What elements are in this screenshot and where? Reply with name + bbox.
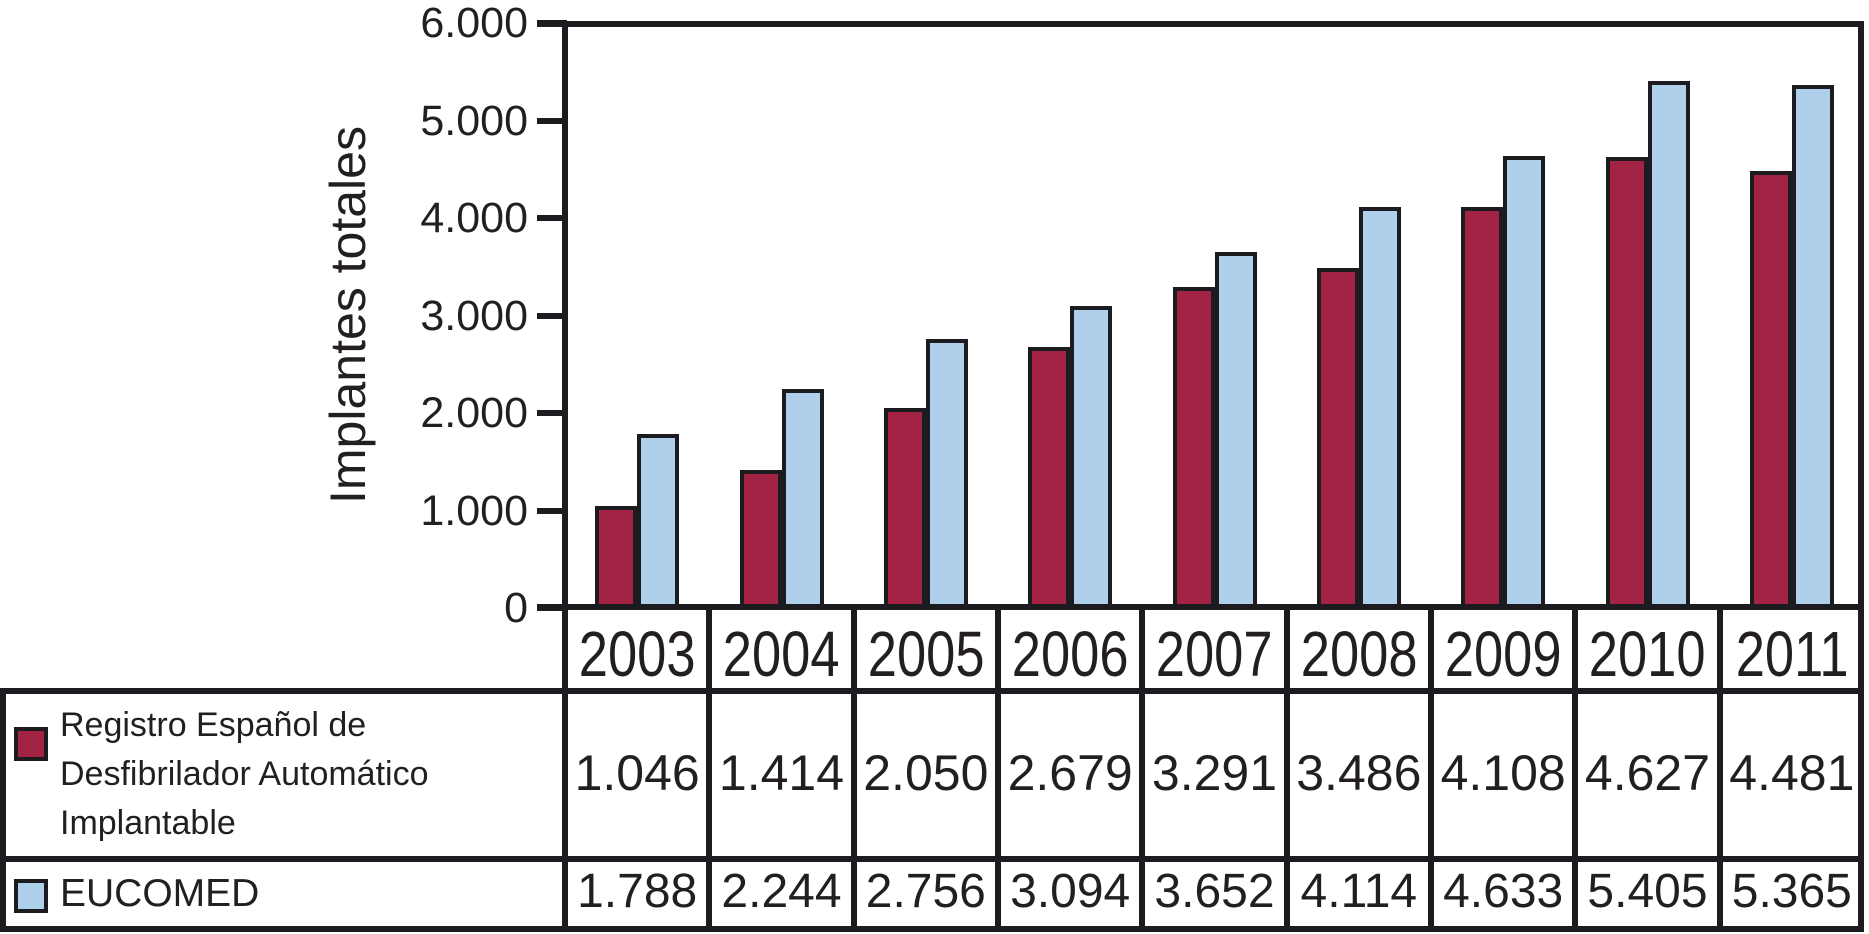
- plot-top-border: [537, 21, 1864, 27]
- year-header-cell: 2011: [1735, 618, 1849, 690]
- eucomed-value-cell: 3.094: [1010, 865, 1131, 918]
- bar-eucomed-2009: [1503, 156, 1546, 608]
- legend-swatch-eucomed: [14, 879, 48, 913]
- y-axis-line: [562, 21, 568, 932]
- registro-value-cell: 3.291: [1151, 745, 1278, 801]
- bar-registro-2008: [1316, 268, 1359, 608]
- bar-registro-2004: [739, 470, 782, 608]
- legend-label-registro: Registro Español de Desfibrilador Automá…: [60, 701, 429, 848]
- y-tick-mark: [537, 410, 567, 416]
- y-tick-label: 1.000: [420, 486, 528, 535]
- registro-value-cell: 4.108: [1440, 745, 1566, 801]
- bar-eucomed-2008: [1358, 207, 1401, 608]
- registro-value-cell: 3.486: [1296, 745, 1422, 801]
- registro-value-cell: 4.627: [1584, 745, 1711, 801]
- bar-registro-2005: [883, 408, 926, 608]
- legend-label-eucomed: EUCOMED: [60, 872, 260, 915]
- y-tick-mark: [537, 117, 567, 124]
- column-divider: [1572, 608, 1579, 932]
- legend-label-line: Implantable: [60, 804, 236, 842]
- year-header-cell: 2007: [1156, 618, 1273, 690]
- bar-registro-2003: [595, 506, 638, 608]
- column-divider: [1139, 608, 1146, 932]
- bar-registro-2011: [1749, 171, 1792, 608]
- registro-value-cell: 2.679: [1007, 745, 1133, 801]
- eucomed-value-cell: 5.365: [1731, 865, 1852, 918]
- eucomed-value-cell: 1.788: [577, 865, 698, 918]
- eucomed-value-cell: 3.652: [1154, 865, 1275, 918]
- registro-value-cell: 1.414: [718, 745, 845, 801]
- y-tick-label: 0: [504, 584, 528, 632]
- column-divider: [850, 608, 857, 932]
- legend-label-line: Registro Español de: [60, 706, 367, 744]
- eucomed-value-cell: 2.244: [721, 865, 842, 918]
- bar-eucomed-2004: [781, 389, 824, 608]
- legend-swatch-registro: [14, 727, 48, 761]
- bar-registro-2010: [1605, 157, 1648, 608]
- bar-eucomed-2007: [1214, 252, 1257, 608]
- bar-eucomed-2005: [925, 339, 968, 608]
- bar-registro-2007: [1172, 287, 1215, 608]
- eucomed-value-cell: 4.633: [1443, 865, 1564, 918]
- year-header-cell: 2003: [578, 618, 696, 690]
- bar-eucomed-2011: [1791, 85, 1834, 608]
- eucomed-value-cell: 2.756: [865, 865, 986, 918]
- column-divider: [1428, 608, 1434, 932]
- column-divider: [706, 608, 713, 932]
- year-header-cell: 2006: [1011, 618, 1129, 690]
- y-tick-mark: [537, 312, 567, 319]
- table-top-border: [0, 688, 1864, 694]
- column-divider: [1283, 608, 1290, 932]
- bar-eucomed-2003: [637, 434, 680, 608]
- y-tick-label: 5.000: [420, 96, 528, 145]
- y-tick-mark: [537, 507, 567, 514]
- bar-registro-2006: [1028, 347, 1071, 608]
- legend-label-line: Desfibrilador Automático: [60, 755, 429, 793]
- column-divider: [995, 608, 1001, 932]
- table-row-divider: [0, 856, 1864, 862]
- table-bottom-border: [0, 926, 1864, 932]
- bar-eucomed-2010: [1647, 81, 1690, 608]
- y-tick-label: 2.000: [420, 389, 528, 437]
- column-divider: [1716, 608, 1723, 932]
- registro-value-cell: 4.481: [1729, 745, 1855, 801]
- bar-eucomed-2006: [1070, 306, 1113, 608]
- y-tick-mark: [537, 215, 567, 221]
- y-tick-label: 6.000: [420, 0, 528, 47]
- bar-registro-2009: [1461, 207, 1504, 608]
- year-header-cell: 2004: [723, 618, 840, 690]
- year-header-cell: 2009: [1444, 618, 1562, 690]
- year-header-cell: 2008: [1300, 618, 1418, 690]
- y-tick-label: 3.000: [420, 291, 528, 340]
- eucomed-value-cell: 4.114: [1300, 865, 1418, 918]
- x-axis-line: [537, 604, 1864, 610]
- registro-value-cell: 1.046: [574, 745, 700, 801]
- plot-right-border: [1858, 21, 1864, 932]
- registro-value-cell: 2.050: [863, 745, 989, 801]
- table-left-border: [0, 688, 6, 932]
- year-header-cell: 2005: [867, 618, 985, 690]
- y-tick-label: 4.000: [420, 194, 528, 242]
- year-header-cell: 2010: [1589, 618, 1706, 690]
- eucomed-value-cell: 5.405: [1587, 865, 1708, 918]
